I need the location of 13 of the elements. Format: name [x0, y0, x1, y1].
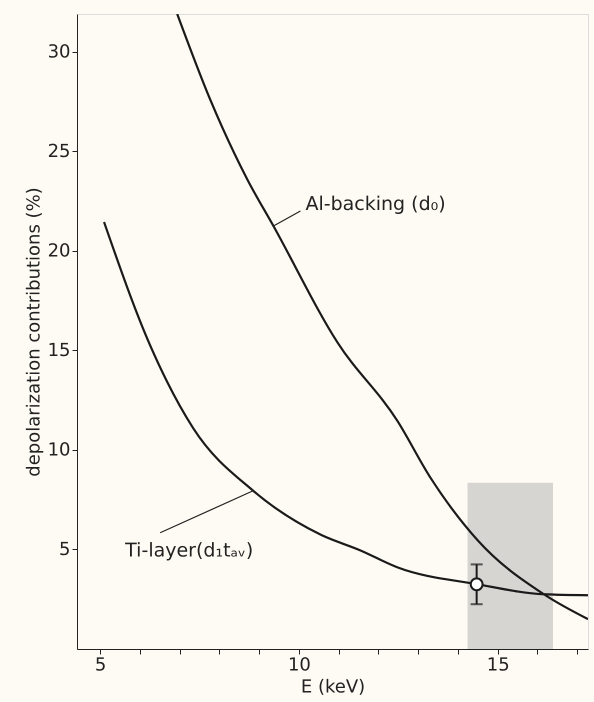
annotation: Al-backing (d₀): [305, 193, 446, 215]
y-tick-label: 30: [48, 41, 70, 62]
x-axis-title: E (keV): [300, 676, 366, 698]
y-tick-label: 25: [48, 140, 70, 162]
y-axis-title: depolarization contributions (%): [24, 187, 45, 477]
x-tick-label: 5: [94, 654, 106, 676]
x-tick-label: 10: [288, 654, 311, 676]
y-tick-label: 5: [59, 538, 70, 560]
y-tick-label: 20: [48, 240, 70, 262]
y-tick-label: 15: [48, 340, 70, 361]
x-tick-label: 15: [486, 654, 510, 676]
annotation: Ti-layer(d₁tₐᵥ): [124, 540, 254, 562]
y-tick-label: 10: [48, 439, 70, 460]
